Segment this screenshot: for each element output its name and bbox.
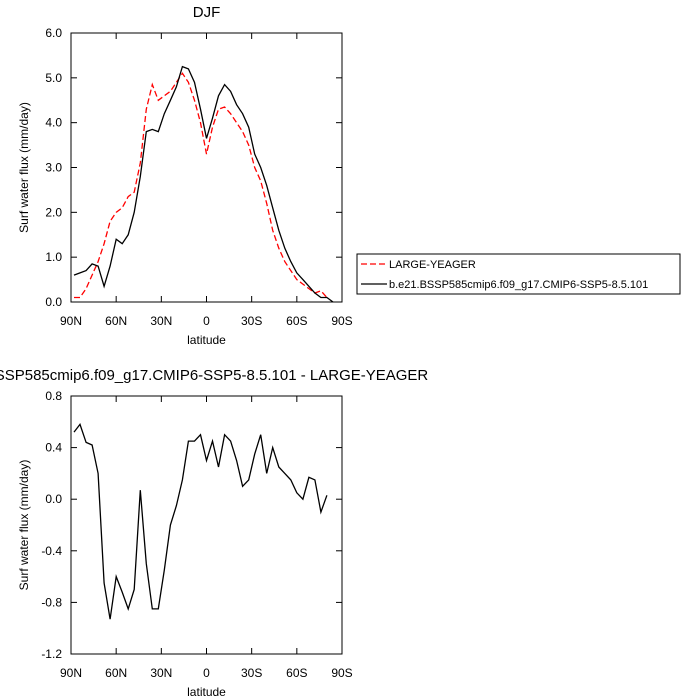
x-tick-label: 60S	[286, 666, 307, 680]
plot-frame	[70, 395, 343, 655]
x-axis-label: latitude	[187, 685, 226, 699]
y-tick-label: 0.0	[45, 492, 62, 506]
y-tick-label: 0.8	[45, 389, 62, 403]
x-tick-label: 30N	[150, 666, 172, 680]
y-tick-label: -1.2	[41, 647, 62, 661]
y-tick-label: 3.0	[45, 161, 62, 175]
y-axis-label: Surf water flux (mm/day)	[17, 460, 31, 591]
legend-box	[356, 253, 681, 295]
x-axis-label: latitude	[187, 333, 226, 347]
x-tick-label: 30S	[241, 666, 262, 680]
chart-title: BSSP585cmip6.f09_g17.CMIP6-SSP5-8.5.101 …	[0, 367, 428, 384]
x-tick-label: 90S	[331, 666, 352, 680]
y-tick-label: 0.4	[45, 441, 62, 455]
y-tick-label: 6.0	[45, 26, 62, 40]
x-tick-label: 90S	[331, 314, 352, 328]
y-tick-label: 5.0	[45, 71, 62, 85]
x-tick-label: 0	[203, 314, 210, 328]
x-tick-label: 60N	[105, 314, 127, 328]
x-tick-label: 90N	[60, 666, 82, 680]
x-tick-label: 60S	[286, 314, 307, 328]
x-tick-label: 30N	[150, 314, 172, 328]
y-tick-label: 2.0	[45, 205, 62, 219]
x-tick-label: 90N	[60, 314, 82, 328]
data-line	[73, 65, 334, 303]
legend-label: LARGE-YEAGER	[389, 259, 476, 271]
x-tick-label: 60N	[105, 666, 127, 680]
y-axis-label: Surf water flux (mm/day)	[17, 102, 31, 233]
legend-label: b.e21.BSSP585cmip6.f09_g17.CMIP6-SSP5-8.…	[389, 279, 648, 291]
chart-title: DJF	[193, 4, 221, 21]
y-tick-label: 1.0	[45, 250, 62, 264]
y-tick-label: 0.0	[45, 295, 62, 309]
data-line	[73, 423, 328, 620]
y-tick-label: -0.4	[41, 544, 62, 558]
data-line	[74, 72, 328, 299]
y-tick-label: -0.8	[41, 595, 62, 609]
x-tick-label: 0	[203, 666, 210, 680]
x-tick-label: 30S	[241, 314, 262, 328]
y-tick-label: 4.0	[45, 116, 62, 130]
